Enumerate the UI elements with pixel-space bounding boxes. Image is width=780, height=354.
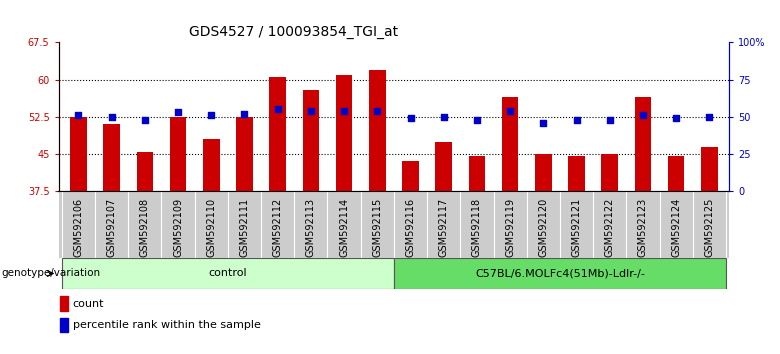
Bar <box>402 161 419 191</box>
Bar <box>369 70 385 191</box>
Text: GSM592108: GSM592108 <box>140 198 150 257</box>
Text: GSM592124: GSM592124 <box>671 198 681 257</box>
Text: GSM592113: GSM592113 <box>306 198 316 257</box>
Bar <box>701 147 718 191</box>
Bar <box>535 154 551 191</box>
Text: GSM592114: GSM592114 <box>339 198 349 257</box>
Bar <box>668 156 685 191</box>
Bar <box>170 117 186 191</box>
Point <box>172 109 184 115</box>
Point <box>404 115 417 121</box>
Text: GSM592117: GSM592117 <box>438 198 448 257</box>
Text: GSM592122: GSM592122 <box>604 198 615 257</box>
Text: control: control <box>208 268 247 279</box>
Text: C57BL/6.MOLFc4(51Mb)-Ldlr-/-: C57BL/6.MOLFc4(51Mb)-Ldlr-/- <box>475 268 645 279</box>
Text: GSM592123: GSM592123 <box>638 198 648 257</box>
Text: GSM592118: GSM592118 <box>472 198 482 257</box>
Bar <box>435 142 452 191</box>
Point <box>504 108 516 114</box>
Point <box>105 114 118 120</box>
Bar <box>136 152 153 191</box>
Bar <box>569 156 585 191</box>
Bar <box>70 117 87 191</box>
Bar <box>60 318 68 332</box>
Point <box>670 115 682 121</box>
Point <box>271 107 284 112</box>
Text: GSM592120: GSM592120 <box>538 198 548 257</box>
Text: GSM592106: GSM592106 <box>73 198 83 257</box>
Bar <box>469 156 485 191</box>
Text: GSM592110: GSM592110 <box>206 198 216 257</box>
Point <box>338 108 350 114</box>
Point <box>139 117 151 122</box>
Point <box>238 111 250 117</box>
Text: GSM592125: GSM592125 <box>704 198 714 257</box>
Point <box>205 113 218 118</box>
Bar <box>394 258 726 289</box>
Bar <box>269 77 286 191</box>
Point <box>371 108 384 114</box>
Point <box>470 117 483 122</box>
Bar <box>635 97 651 191</box>
Text: genotype/variation: genotype/variation <box>1 268 101 279</box>
Text: GSM592109: GSM592109 <box>173 198 183 257</box>
Text: GSM592121: GSM592121 <box>572 198 582 257</box>
Bar <box>335 75 353 191</box>
Bar <box>601 154 618 191</box>
Point <box>636 113 649 118</box>
Point <box>604 117 616 122</box>
Point <box>438 114 450 120</box>
Text: GDS4527 / 100093854_TGI_at: GDS4527 / 100093854_TGI_at <box>189 25 398 39</box>
Bar <box>103 124 120 191</box>
Point <box>73 113 85 118</box>
Text: GSM592111: GSM592111 <box>239 198 250 257</box>
Bar <box>236 117 253 191</box>
Text: GSM592119: GSM592119 <box>505 198 515 257</box>
Text: GSM592115: GSM592115 <box>372 198 382 257</box>
Text: percentile rank within the sample: percentile rank within the sample <box>73 320 261 330</box>
Point <box>537 120 550 126</box>
Bar <box>303 90 319 191</box>
Point <box>703 114 715 120</box>
Text: count: count <box>73 299 104 309</box>
Text: GSM592112: GSM592112 <box>273 198 282 257</box>
Bar <box>60 296 68 311</box>
Point <box>570 117 583 122</box>
Bar <box>62 258 394 289</box>
Text: GSM592107: GSM592107 <box>107 198 117 257</box>
Bar <box>502 97 519 191</box>
Text: GSM592116: GSM592116 <box>406 198 416 257</box>
Bar <box>203 139 219 191</box>
Point <box>305 108 317 114</box>
